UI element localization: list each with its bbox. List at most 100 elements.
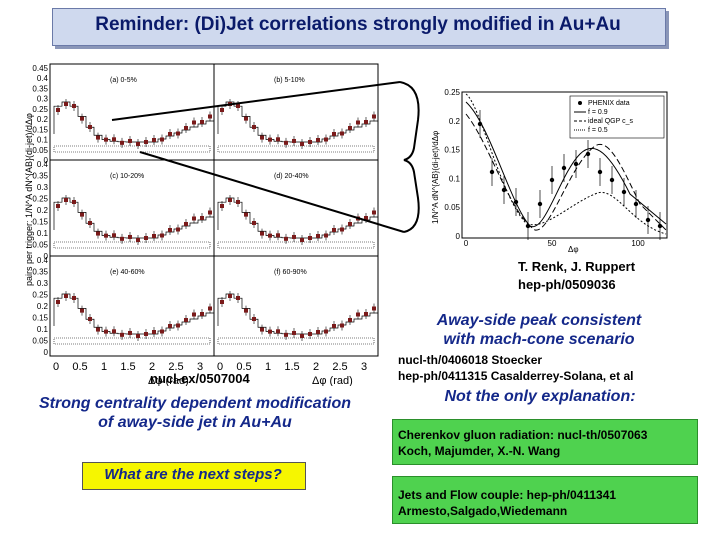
y-tick-label: 0 [44, 156, 49, 165]
data-point [276, 137, 280, 142]
right-y-tick: 0.25 [444, 88, 460, 97]
right-data-point [657, 223, 663, 229]
data-point [192, 216, 196, 221]
data-point [128, 234, 132, 239]
data-point [136, 141, 140, 146]
data-point [228, 294, 232, 298]
data-point [260, 231, 264, 236]
y-tick-label: 0.05 [32, 241, 48, 250]
data-point [340, 131, 344, 136]
right-data-point [621, 189, 627, 195]
data-point [160, 329, 164, 334]
data-point [136, 237, 140, 242]
data-point [308, 139, 312, 144]
ref-renk-id: hep-ph/0509036 [518, 277, 616, 292]
left-y-axis-label: pairs per trigger: 1/N^A dN^{AB}(di-jet)… [24, 113, 34, 286]
right-x-tick: 50 [548, 239, 557, 248]
strong-line-2: of away-side jet in Au+Au [98, 414, 292, 431]
y-tick-label: 0.4 [37, 256, 49, 265]
data-point [56, 299, 60, 304]
data-point [348, 222, 352, 226]
slide-title: Reminder: (Di)Jet correlations strongly … [95, 14, 621, 35]
right-data-point [609, 177, 615, 183]
y-tick-label: 0 [44, 252, 49, 261]
y-tick-label: 0.1 [37, 229, 49, 238]
data-point [284, 140, 288, 145]
data-point [168, 324, 172, 328]
data-point [308, 331, 312, 336]
data-point [56, 107, 60, 112]
data-point [364, 120, 368, 124]
right-data-point [525, 223, 531, 229]
away-side-line-1: Away-side peak consistent [436, 312, 642, 329]
data-point [176, 323, 180, 328]
correlation-panel: (d) 20-40% [217, 173, 378, 249]
legend-item-f09: f = 0.9 [588, 109, 608, 116]
data-point [340, 323, 344, 328]
panel-label: (f) 60-90% [274, 269, 307, 276]
data-point [112, 137, 116, 142]
y-tick-label: 0.1 [37, 136, 49, 145]
jets-flow-box [392, 476, 698, 524]
data-point [168, 228, 172, 232]
data-point [340, 227, 344, 232]
y-tick-label: 0.35 [32, 268, 48, 277]
right-data-point [573, 161, 579, 167]
data-point [104, 329, 108, 334]
left-correlation-figure: (a) 0-5% (b) 5-10% (c) 10-20% (d) 20-40% (e)… [24, 63, 379, 386]
y-tick-label: 0.05 [32, 337, 48, 346]
data-point [96, 135, 100, 140]
x-tick-label: 2.5 [168, 361, 183, 373]
cherenkov-box [392, 419, 698, 465]
data-point [292, 234, 296, 239]
data-point [128, 138, 132, 143]
x-tick-label: 0 [53, 361, 59, 373]
x-tick-label: 2.5 [332, 361, 347, 373]
right-y-tick: 0 [456, 232, 461, 241]
data-point [308, 235, 312, 240]
data-point [192, 312, 196, 317]
right-x-tick: 100 [631, 239, 645, 248]
data-point [136, 333, 140, 338]
data-point [72, 103, 76, 108]
x-tick-label: 0.5 [72, 361, 87, 373]
data-point [276, 233, 280, 238]
y-tick-label: 0.25 [32, 291, 48, 300]
data-point [268, 137, 272, 142]
curve-ideal [465, 113, 667, 231]
data-point [176, 131, 180, 136]
correlation-panel: (c) 10-20% [53, 173, 214, 249]
correlation-panel: (a) 0-5% [53, 77, 214, 153]
data-point [88, 125, 92, 130]
curve-f05 [465, 93, 667, 235]
data-point [220, 107, 224, 112]
data-point [80, 212, 84, 217]
right-y-axis-label: 1/N^A dN^{AB}(di-jet)/dΔφ [431, 131, 440, 224]
data-point [332, 324, 336, 328]
data-point [200, 312, 204, 316]
ref-stoecker: nucl-th/0406018 Stoecker [398, 353, 543, 367]
data-point [236, 295, 240, 300]
panel-label: (e) 40-60% [110, 269, 145, 276]
data-point [332, 132, 336, 136]
data-point [104, 137, 108, 142]
data-point [348, 318, 352, 322]
data-point [316, 137, 320, 142]
y-tick-label: 0 [44, 348, 49, 357]
data-point [356, 312, 360, 317]
data-point [56, 203, 60, 208]
x-tick-label: 2 [149, 361, 155, 373]
x-tick-label: 1 [265, 361, 271, 373]
y-tick-label: 0.15 [32, 218, 48, 227]
right-figure: 0.25 0.2 0.15 0.1 0.05 0 0 50 100 1/N^A dN^{AB}… [431, 88, 668, 254]
data-point [144, 235, 148, 240]
right-y-tick: 0.05 [444, 203, 460, 212]
data-point [208, 306, 212, 311]
data-point [144, 139, 148, 144]
data-point [300, 141, 304, 146]
data-point [356, 120, 360, 125]
curly-bracket [399, 81, 420, 233]
data-point [228, 198, 232, 202]
y-tick-label: 0.3 [37, 95, 49, 104]
data-point [88, 317, 92, 322]
